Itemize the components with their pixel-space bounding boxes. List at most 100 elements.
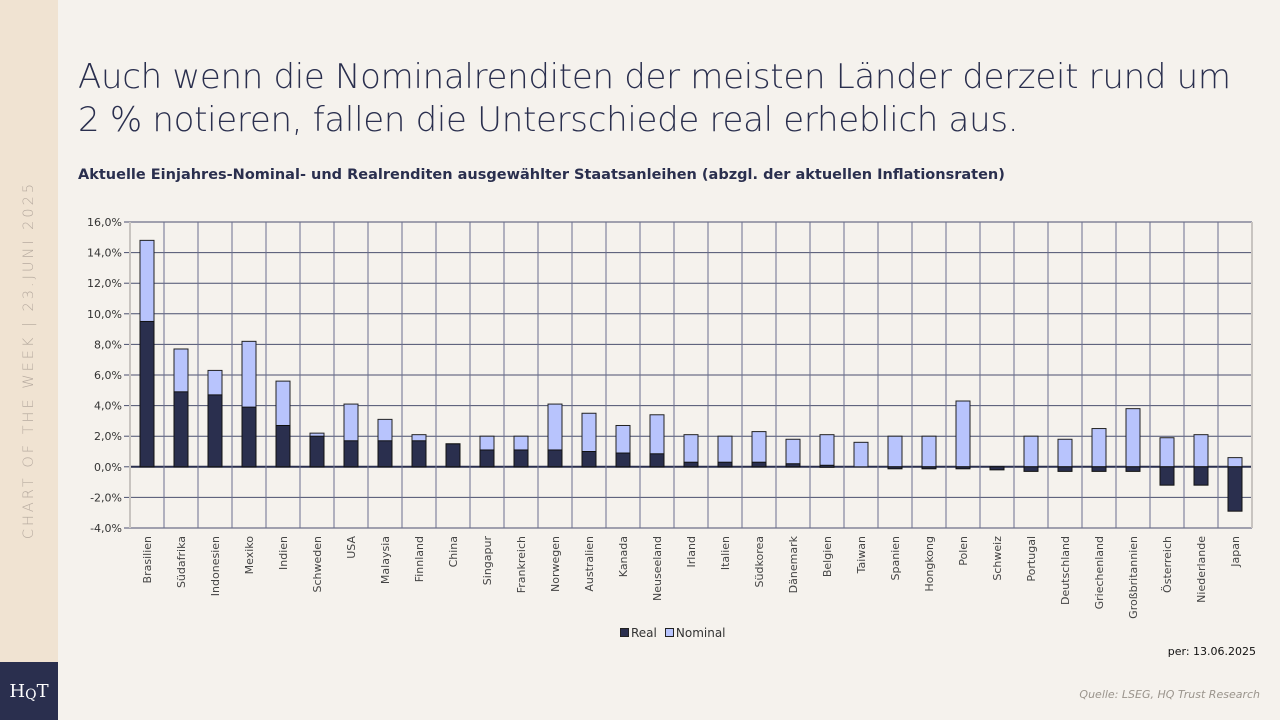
x-tick-label: China [447,536,460,567]
bar-real [955,466,971,470]
bar-real [683,461,699,468]
bar-real [411,440,427,468]
x-tick-label: Portugal [1025,536,1038,582]
y-tick-label: 10,0% [87,308,122,321]
x-tick-label: Australien [583,536,596,592]
bar-real [275,424,291,468]
x-tick-label: Norwegen [549,536,562,592]
x-tick-label: Neuseeland [651,536,664,601]
bar-real [785,463,801,468]
bar-real [513,449,529,468]
bar-real [173,391,189,468]
y-tick-label: 16,0% [87,216,122,229]
bar-real [921,466,937,470]
y-tick-label: 12,0% [87,277,122,290]
x-tick-label: Dänemark [787,535,800,593]
bar-nominal [1227,457,1243,468]
y-tick-label: -4,0% [90,522,122,535]
x-tick-label: Polen [957,536,970,566]
bar-real [377,440,393,468]
x-tick-label: Deutschland [1059,536,1072,605]
bar-real [1057,466,1073,472]
y-tick-label: 0,0% [94,461,122,474]
bar-real [1023,466,1039,472]
legend: Real Nominal [620,626,726,640]
x-tick-label: Schweiz [991,536,1004,581]
x-tick-label: Hongkong [923,536,936,592]
bar-real [581,451,597,468]
bar-nominal [955,400,971,468]
bar-nominal [1023,435,1039,468]
bar-nominal [785,438,801,468]
bar-real [241,406,257,468]
bar-real [1091,466,1107,472]
y-tick-label: -2,0% [90,491,122,504]
bar-real [649,453,665,468]
x-tick-label: Frankreich [515,536,528,593]
legend-real: Real [620,626,657,640]
bar-real [547,449,563,468]
bar-real [309,435,325,468]
x-tick-label: Schweden [311,536,324,593]
legend-swatch-real [620,628,629,637]
bar-real [989,466,1005,471]
x-tick-label: Mexiko [243,536,256,575]
bar-real [615,452,631,468]
x-tick-label: Brasilien [141,536,154,583]
y-tick-label: 2,0% [94,430,122,443]
x-tick-label: Finnland [413,536,426,582]
x-tick-label: Italien [719,536,732,570]
legend-label-real: Real [631,626,657,640]
bar-real [1193,466,1209,486]
bar-real [207,394,223,468]
x-tick-label: Malaysia [379,536,392,584]
legend-nominal: Nominal [664,626,726,640]
x-tick-label: Niederlande [1195,536,1208,603]
bar-real [343,440,359,468]
bar-nominal [1091,428,1107,468]
bar-nominal [1159,437,1175,468]
legend-swatch-nominal [664,628,674,637]
bar-nominal [853,441,869,468]
x-tick-label: USA [345,536,358,559]
y-tick-label: 6,0% [94,369,122,382]
bar-real [139,320,155,468]
legend-label-nominal: Nominal [675,626,726,640]
bar-nominal [921,435,937,468]
x-tick-label: Kanada [617,536,630,577]
bar-nominal [1057,438,1073,468]
bar-real [445,443,461,468]
x-tick-label: Österreich [1161,536,1174,593]
x-tick-label: Südafrika [175,536,188,588]
x-tick-label: Japan [1229,536,1242,568]
bar-real [751,461,767,468]
y-tick-label: 14,0% [87,247,122,260]
y-tick-label: 4,0% [94,400,122,413]
x-tick-label: Spanien [889,536,902,581]
x-tick-label: Singapur [481,536,494,586]
bar-nominal [887,435,903,468]
bar-real [1125,466,1141,472]
bar-nominal [1193,434,1209,468]
x-tick-label: Indien [277,536,290,570]
y-tick-label: 8,0% [94,338,122,351]
headline: Auch wenn die Nominalrenditen der meiste… [78,57,1231,140]
bar-real [887,466,903,470]
x-tick-label: Indonesien [209,536,222,596]
bar-real [1159,466,1175,486]
bar-real [717,461,733,468]
x-tick-label: Großbritannien [1127,536,1140,619]
source-note: Quelle: LSEG, HQ Trust Research [1079,688,1260,701]
bar-nominal [751,431,767,468]
date-note: per: 13.06.2025 [1167,645,1256,658]
bar-real [1227,466,1243,512]
bar-real [479,449,495,468]
bar-nominal [819,434,835,468]
x-tick-label: Belgien [821,536,834,577]
chart-subtitle: Aktuelle Einjahres-Nominal- und Realrend… [78,167,1005,183]
x-tick-label: Taiwan [855,536,868,574]
x-tick-label: Südkorea [753,536,766,587]
sidebar: CHART OF THE WEEK | 23.JUNI 2025 [0,0,58,662]
